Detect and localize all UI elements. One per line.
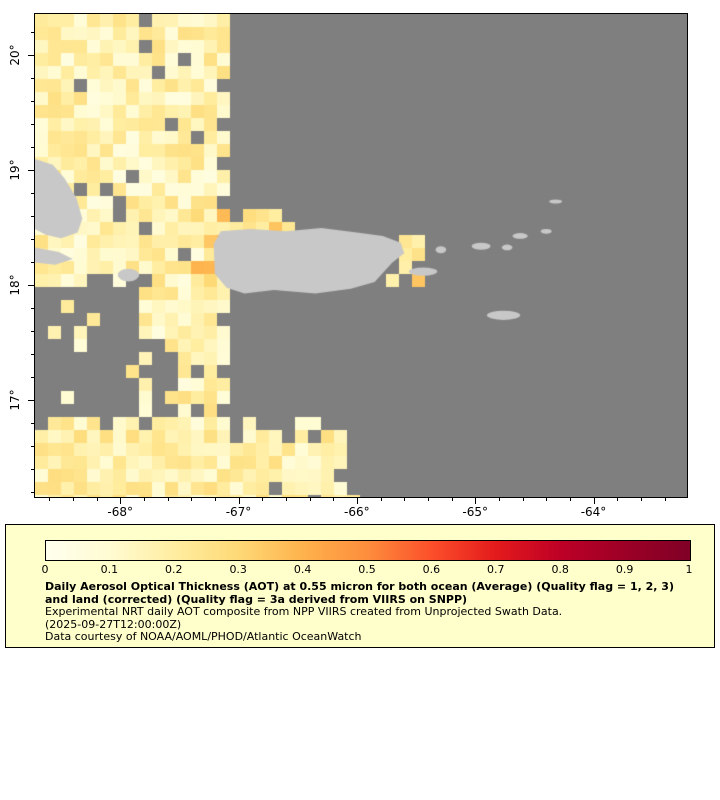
longitude-major-tick xyxy=(238,498,240,504)
colorbar-tick-label: 0.4 xyxy=(293,563,312,576)
longitude-minor-tick xyxy=(640,498,642,501)
legend-title: Daily Aerosol Optical Thickness (AOT) at… xyxy=(45,580,674,606)
latitude-tick-label: 19° xyxy=(8,159,22,182)
longitude-minor-tick xyxy=(191,498,193,501)
longitude-tick-label: -66° xyxy=(344,505,370,519)
legend-panel: 0 0.1 0.2 0.3 0.4 0.5 0.6 0.7 0.8 0.9 1 Daily Aero… xyxy=(5,524,715,648)
legend-credit: Data courtesy of NOAA/AOML/PHOD/Atlantic… xyxy=(45,630,362,643)
colorbar-tick-label: 0.1 xyxy=(100,563,119,576)
longitude-tick-label: -64° xyxy=(580,505,607,519)
colorbar-tick-label: 0.6 xyxy=(422,563,441,576)
longitude-major-tick xyxy=(475,498,477,504)
legend-timestamp: (2025-09-27T12:00:00Z) xyxy=(45,617,182,631)
colorbar-tick-label: 0.8 xyxy=(551,563,569,576)
longitude-minor-tick xyxy=(664,498,666,501)
longitude-tick-label: -68° xyxy=(107,505,133,519)
longitude-major-tick xyxy=(593,498,595,504)
longitude-minor-tick xyxy=(72,498,74,501)
latitude-tick-label: 17° xyxy=(8,389,22,412)
longitude-minor-tick xyxy=(96,498,98,501)
colorbar-tick-label: 0.9 xyxy=(615,563,634,576)
longitude-minor-tick xyxy=(380,498,382,501)
map-frame xyxy=(34,13,688,498)
longitude-minor-tick xyxy=(262,498,264,501)
longitude-tick-label: -67° xyxy=(225,505,252,519)
longitude-minor-tick xyxy=(522,498,524,501)
longitude-minor-tick xyxy=(451,498,453,501)
aot-map-canvas xyxy=(35,14,687,497)
longitude-minor-tick xyxy=(404,498,406,501)
longitude-major-tick xyxy=(356,498,358,504)
latitude-tick-label: 20° xyxy=(8,44,22,67)
longitude-minor-tick xyxy=(49,498,51,501)
longitude-minor-tick xyxy=(498,498,500,501)
legend-text-block: Daily Aerosol Optical Thickness (AOT) at… xyxy=(45,580,693,644)
colorbar xyxy=(45,540,691,561)
longitude-minor-tick xyxy=(143,498,145,501)
longitude-major-tick xyxy=(120,498,122,504)
colorbar-tick-label: 1 xyxy=(685,563,693,576)
longitude-minor-tick xyxy=(569,498,571,501)
longitude-minor-tick xyxy=(214,498,216,501)
colorbar-tick-labels: 0 0.1 0.2 0.3 0.4 0.5 0.6 0.7 0.8 0.9 1 xyxy=(41,563,693,577)
longitude-minor-tick xyxy=(285,498,287,501)
colorbar-tick-label: 0.5 xyxy=(358,563,376,576)
longitude-minor-tick xyxy=(333,498,335,501)
latitude-tick-label: 18° xyxy=(8,274,22,297)
colorbar-tick-label: 0 xyxy=(41,563,49,576)
longitude-minor-tick xyxy=(309,498,311,501)
legend-subtitle: Experimental NRT daily AOT composite fro… xyxy=(45,605,563,618)
longitude-minor-tick xyxy=(546,498,548,501)
longitude-minor-tick xyxy=(617,498,619,501)
longitude-tick-label: -65° xyxy=(462,505,488,519)
colorbar-tick-label: 0.2 xyxy=(165,563,183,576)
colorbar-tick-label: 0.7 xyxy=(487,563,505,576)
longitude-minor-tick xyxy=(167,498,169,501)
colorbar-tick-label: 0.3 xyxy=(229,563,247,576)
longitude-minor-tick xyxy=(427,498,429,501)
